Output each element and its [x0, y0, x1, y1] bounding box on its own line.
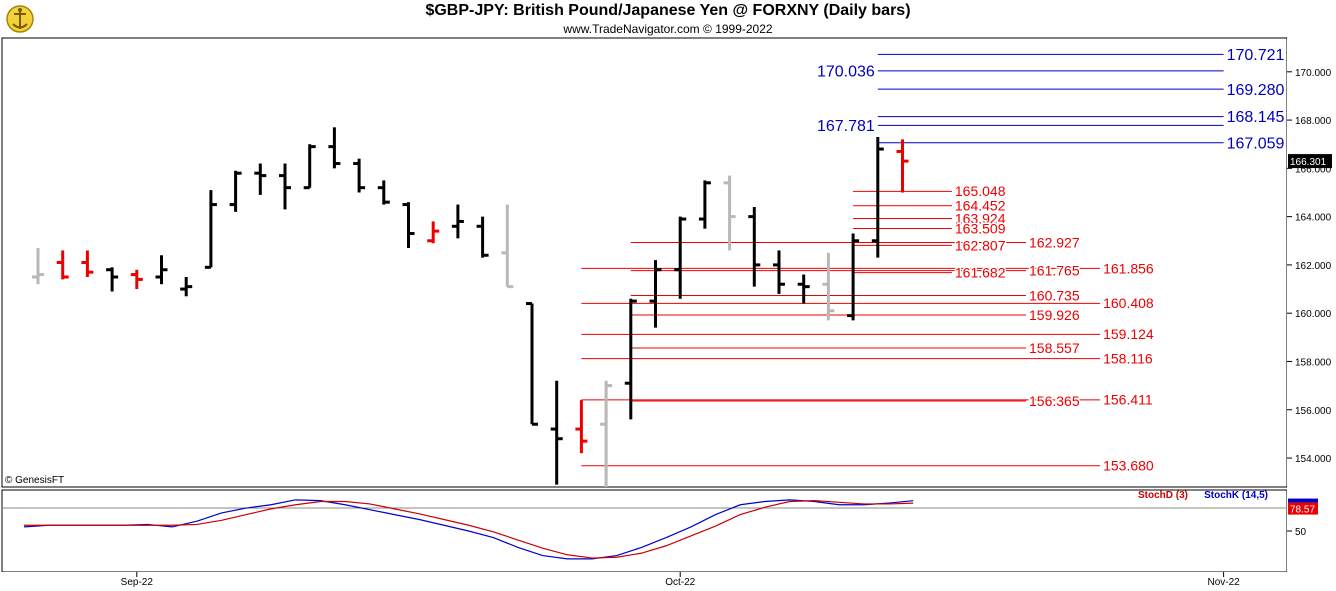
- level-label: 162.927: [1029, 234, 1080, 250]
- level-label: 170.036: [817, 64, 875, 81]
- x-tick-label: Sep-22: [121, 577, 154, 588]
- level-label: 153.680: [1103, 458, 1154, 474]
- axes: 154.000 156.000 158.000 160.000 162.000 164.0…: [0, 38, 1336, 591]
- level-label: 165.048: [955, 183, 1006, 199]
- y-tick-label: 168.000: [1295, 116, 1332, 127]
- stoch-series-line: [24, 500, 914, 559]
- stoch-panel-frame: [1, 489, 1288, 573]
- copyright-label: © GenesisFT: [5, 475, 64, 486]
- x-tick-label: Oct-22: [665, 577, 695, 588]
- trade-navigator-logo-icon: [6, 5, 34, 33]
- level-label: 160.408: [1103, 295, 1154, 311]
- stoch-series-line: [23, 499, 914, 560]
- stoch-k-marker: [1288, 498, 1318, 503]
- last-price-box: [1288, 154, 1332, 169]
- x-axis-strip: [0, 572, 1287, 591]
- y-tick-label: 164.000: [1295, 213, 1332, 224]
- right-axis-strip: [1287, 38, 1336, 572]
- stoch-legend-d: StochD (3): [1138, 490, 1188, 501]
- level-label: 164.452: [955, 198, 1006, 214]
- level-label: 159.926: [1029, 307, 1080, 323]
- level-label: 161.765: [1029, 262, 1080, 278]
- y-tick-label: 158.000: [1295, 357, 1332, 368]
- y-tick-label: 170.000: [1295, 68, 1332, 79]
- last-price-label: 166.301: [1290, 157, 1327, 168]
- price-panel-frame: [1, 37, 1288, 488]
- price-panel: 170.721 170.036 169.280 168.145 167.781 167.0…: [1, 37, 1288, 488]
- y-tick-label: 160.000: [1295, 309, 1332, 320]
- level-label: 156.365: [1029, 393, 1080, 409]
- level-label: 158.116: [1103, 351, 1153, 367]
- stoch-legend-k: StochK (14,5): [1204, 490, 1268, 501]
- level-label: 160.735: [1029, 287, 1080, 303]
- level-label: 161.856: [1103, 260, 1154, 276]
- chart-title: $GBP-JPY: British Pound/Japanese Yen @ F…: [425, 2, 911, 19]
- level-label: 159.124: [1103, 326, 1154, 342]
- level-label: 161.682: [955, 264, 1006, 280]
- level-label: 156.411: [1103, 392, 1153, 408]
- level-label: 168.145: [1227, 109, 1285, 126]
- x-axis-corner: [1287, 572, 1336, 591]
- y-tick-label: 166.000: [1295, 164, 1332, 175]
- stochastic-panel: StochK (14,5) StochD (3): [1, 489, 1288, 573]
- y-tick-label: 154.000: [1295, 454, 1332, 465]
- chart-header: $GBP-JPY: British Pound/Japanese Yen @ F…: [0, 0, 1336, 38]
- level-label: 167.059: [1227, 135, 1285, 152]
- chart-subtitle: www.TradeNavigator.com © 1999-2022: [563, 22, 773, 36]
- y-tick-label: 162.000: [1295, 261, 1332, 272]
- stoch-y-tick-label: 50: [1295, 527, 1307, 538]
- level-label: 167.781: [817, 118, 875, 135]
- stoch-last-label: 78.57: [1290, 505, 1315, 516]
- stoch-last-box: [1288, 502, 1318, 515]
- level-label: 163.924: [955, 210, 1006, 226]
- y-tick-label: 156.000: [1295, 406, 1332, 417]
- level-label: 163.509: [955, 220, 1006, 236]
- level-label: 162.807: [955, 237, 1006, 253]
- x-tick-label: Nov-22: [1207, 577, 1240, 588]
- level-label: 158.557: [1029, 340, 1080, 356]
- level-label: 169.280: [1227, 82, 1285, 99]
- level-label: 170.721: [1227, 47, 1285, 64]
